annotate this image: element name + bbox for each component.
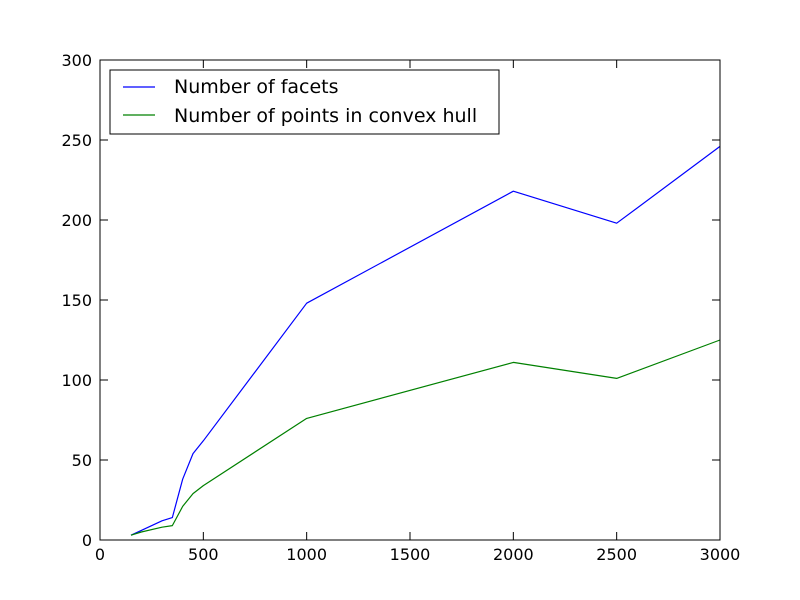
y-tick-label-6: 300 xyxy=(61,51,92,70)
y-tick-label-4: 200 xyxy=(61,211,92,230)
y-tick-label-2: 100 xyxy=(61,371,92,390)
legend-box xyxy=(109,69,500,135)
x-tick-label-6: 3000 xyxy=(700,545,741,564)
series-layer xyxy=(130,145,721,536)
x-tick-label-0: 0 xyxy=(95,545,105,564)
y-tick-label-1: 50 xyxy=(72,451,92,470)
legend: Number of facets Number of points in con… xyxy=(109,69,500,135)
x-tick-label-1: 500 xyxy=(188,545,219,564)
tick-layer: 0 500 1000 1500 2000 2500 3000 0 50 100 150 200 250 3… xyxy=(61,51,740,564)
y-tick-label-0: 0 xyxy=(82,531,92,550)
plot-area xyxy=(100,60,720,540)
x-tick-label-3: 1500 xyxy=(390,545,431,564)
x-tick-label-2: 1000 xyxy=(286,545,327,564)
legend-label-facets: Number of facets xyxy=(174,76,339,98)
x-tick-label-5: 2500 xyxy=(596,545,637,564)
y-tick-label-3: 150 xyxy=(61,291,92,310)
x-tick-label-4: 2000 xyxy=(493,545,534,564)
legend-label-hull: Number of points in convex hull xyxy=(174,105,477,127)
y-tick-label-5: 250 xyxy=(61,131,92,150)
plot-frame xyxy=(99,59,721,541)
